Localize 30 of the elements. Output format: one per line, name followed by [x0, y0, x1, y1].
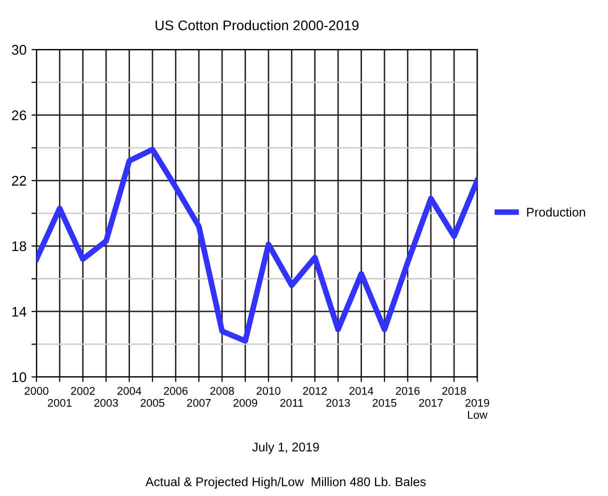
x-tick-label: 2014 [349, 386, 374, 395]
x-tick-label: 2013 [326, 398, 350, 407]
x-tick-label: 2006 [164, 386, 188, 395]
x-tick-label: 2010 [256, 386, 280, 395]
y-tick-label: 18 [12, 241, 26, 252]
x-tick-label: 2004 [117, 386, 142, 395]
x-tick-label: 2012 [303, 386, 327, 395]
x-tick-label: 2007 [187, 398, 211, 407]
x-tick-label: 2011 [280, 398, 304, 407]
legend-label: Production [527, 207, 586, 217]
text: July 1, 2019 [252, 442, 319, 454]
chart-title: US Cotton Production 2000-2019 [156, 20, 359, 30]
x-tick-label: 2001 [48, 398, 72, 407]
x-tick-label: 2003 [94, 398, 118, 407]
x-tick-label: 2008 [210, 386, 234, 395]
x-tick-label: 2019 Low [465, 398, 490, 419]
x-tick-label: 2002 [71, 386, 95, 395]
y-tick-label: 22 [12, 176, 26, 186]
x-tick-label: 2016 [396, 386, 420, 395]
text: Actual & Projected High/Low Million 480 Lb. Bales [145, 477, 426, 489]
y-tick-label: 14 [12, 306, 26, 317]
x-tick-label: 2017 [419, 398, 443, 407]
y-tick-label: 10 [12, 372, 26, 382]
x-tick-label: 2005 [140, 398, 164, 407]
x-tick-label: 2000 [24, 386, 48, 395]
x-tick-label: 2018 [442, 386, 466, 395]
x-tick-label: 2015 [372, 398, 396, 407]
x-tick-label: 2009 [233, 398, 258, 407]
y-tick-label: 30 [12, 44, 26, 55]
y-tick-label: 26 [12, 110, 26, 120]
